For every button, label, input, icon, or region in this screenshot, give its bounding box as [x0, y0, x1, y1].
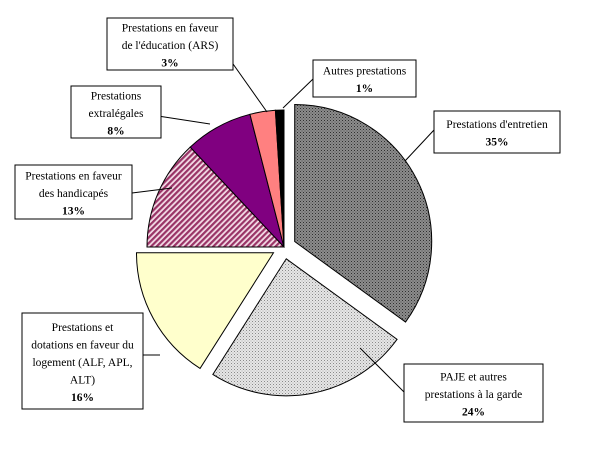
slice-label-box [21, 312, 144, 410]
slice-label-autres-prestations: Autres prestations 1% [312, 59, 417, 98]
slice-category-label: Prestations en faveur [122, 22, 219, 34]
leader-line-prestations-en-faveur-des-handicapes [131, 187, 173, 194]
slice-label-box [14, 164, 133, 220]
slice-category-label: Autres prestations [323, 66, 407, 78]
slice-category-label: PAJE et autres [440, 371, 507, 383]
slice-value-label: 8% [107, 125, 124, 137]
pie-slice-autres-prestations [274, 109, 285, 248]
slice-label-box [106, 17, 234, 71]
slice-category-label: Prestations et [52, 322, 114, 334]
slice-category-label: Prestations d'entretien [446, 119, 548, 131]
pie-slice-prestations-en-faveur-des-handicapes [146, 146, 286, 248]
slice-value-label: 16% [71, 392, 94, 404]
slice-category-label: Prestations [91, 90, 142, 102]
slice-value-label: 3% [161, 57, 178, 69]
slice-label-paje-et-autres-prestations-a-la-garde: PAJE et autres prestations à la garde 24% [403, 363, 544, 423]
slice-labels: Prestations d'entretien 35% PAJE et autres… [14, 17, 561, 423]
slice-label-prestations-en-faveur-de-l-education-ars: Prestations en faveur de l'éducation (ARS… [106, 17, 234, 71]
pie-slice-paje-et-autres-prestations-a-la-garde [212, 258, 398, 397]
slice-value-label: 24% [462, 406, 485, 418]
slice-label-box [312, 59, 417, 98]
slice-category-label: de l'éducation (ARS) [122, 40, 219, 52]
leader-line-prestations-d-entretien [404, 129, 435, 162]
slice-label-prestations-d-entretien: Prestations d'entretien 35% [433, 110, 561, 154]
leader-lines [131, 53, 435, 393]
slice-category-label: Prestations en faveur [25, 170, 122, 182]
slice-category-label: dotations en faveur du [31, 339, 134, 351]
slice-category-label: ALT) [70, 374, 95, 386]
pie-slices [135, 104, 433, 397]
leader-line-paje-et-autres-prestations-a-la-garde [359, 347, 405, 393]
slice-value-label: 1% [356, 83, 373, 95]
slice-category-label: prestations à la garde [425, 389, 522, 401]
slice-value-label: 35% [486, 137, 509, 149]
slice-category-label: logement (ALF, APL, [32, 357, 132, 369]
slice-label-box [403, 363, 544, 423]
slice-label-box [70, 85, 162, 139]
slice-category-label: extralégales [89, 108, 144, 120]
slice-label-prestations-et-dotations-en-faveur-du-logement-alf-apl-alt: Prestations et dotations en faveur du loge… [21, 312, 144, 410]
leader-line-autres-prestations [282, 78, 314, 109]
pie-slice-prestations-d-entretien [294, 104, 433, 323]
slice-label-box [433, 110, 561, 154]
slice-label-prestations-extralegales: Prestations extralégales 8% [70, 85, 162, 139]
pie-slice-prestations-et-dotations-en-faveur-du-logement-alf-apl-alt [135, 252, 275, 370]
slice-label-prestations-en-faveur-des-handicapes: Prestations en faveur des handicapés 13% [14, 164, 133, 220]
slice-value-label: 13% [62, 205, 85, 217]
slice-category-label: des handicapés [39, 188, 109, 200]
